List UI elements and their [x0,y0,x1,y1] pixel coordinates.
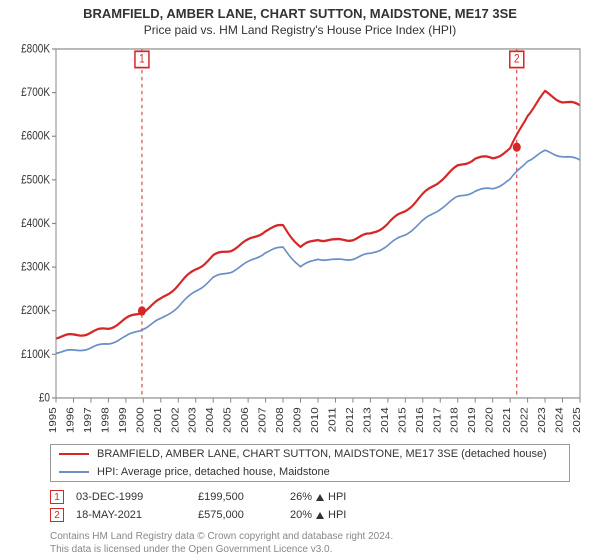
svg-text:2014: 2014 [380,408,391,434]
svg-text:2020: 2020 [484,408,495,434]
svg-text:2013: 2013 [362,408,373,434]
svg-text:£500K: £500K [21,174,51,187]
legend-label: BRAMFIELD, AMBER LANE, CHART SUTTON, MAI… [97,448,547,460]
chart-legend: BRAMFIELD, AMBER LANE, CHART SUTTON, MAI… [50,444,570,482]
svg-text:1995: 1995 [48,408,59,434]
sales-row: 1 03-DEC-1999 £199,500 26%HPI [50,488,590,506]
footer-attribution: Contains HM Land Registry data © Crown c… [50,530,590,556]
sale-price: £199,500 [198,491,278,503]
arrow-up-icon [316,512,324,519]
sale-date: 03-DEC-1999 [76,491,186,503]
svg-text:2006: 2006 [240,408,251,434]
svg-text:£200K: £200K [21,305,51,318]
legend-label: HPI: Average price, detached house, Maid… [97,466,330,478]
svg-text:2022: 2022 [519,408,530,434]
svg-text:£400K: £400K [21,218,51,231]
legend-swatch [59,471,89,473]
page-title: BRAMFIELD, AMBER LANE, CHART SUTTON, MAI… [10,6,590,23]
svg-text:£0: £0 [39,392,50,405]
svg-text:£700K: £700K [21,87,51,100]
svg-text:£800K: £800K [21,43,51,56]
svg-text:1996: 1996 [65,408,76,434]
svg-text:2000: 2000 [135,408,146,434]
svg-text:2009: 2009 [292,408,303,434]
sales-row: 2 18-MAY-2021 £575,000 20%HPI [50,506,590,524]
sale-date: 18-MAY-2021 [76,509,186,521]
svg-text:2011: 2011 [327,408,338,433]
legend-swatch [59,453,89,455]
svg-text:2008: 2008 [275,408,286,434]
svg-text:2003: 2003 [187,408,198,434]
svg-text:2001: 2001 [153,408,164,434]
svg-text:1997: 1997 [83,408,94,434]
svg-text:2016: 2016 [415,408,426,434]
svg-text:2007: 2007 [257,408,268,434]
svg-text:£600K: £600K [21,131,51,144]
svg-text:1998: 1998 [100,408,111,434]
sales-table: 1 03-DEC-1999 £199,500 26%HPI 2 18-MAY-2021 £5… [50,488,590,524]
svg-text:£300K: £300K [21,261,51,274]
svg-text:2023: 2023 [537,408,548,434]
sale-delta: 26%HPI [290,491,380,503]
svg-text:1: 1 [139,53,145,66]
sale-price: £575,000 [198,509,278,521]
page-subtitle: Price paid vs. HM Land Registry's House … [10,23,590,39]
svg-text:2005: 2005 [222,408,233,434]
svg-text:2018: 2018 [449,408,460,434]
svg-text:2021: 2021 [502,408,513,434]
sale-marker-badge: 2 [50,508,64,522]
svg-text:2010: 2010 [310,408,321,434]
svg-text:2: 2 [514,53,520,66]
svg-text:£100K: £100K [21,349,51,362]
footer-line-2: This data is licensed under the Open Gov… [50,543,590,556]
arrow-up-icon [316,494,324,501]
legend-row: HPI: Average price, detached house, Maid… [51,463,569,481]
price-chart: £0 £100K £200K £300K £400K £500K £600K £700K £80… [10,42,590,438]
svg-text:2024: 2024 [554,408,565,434]
svg-text:2015: 2015 [397,408,408,434]
legend-row: BRAMFIELD, AMBER LANE, CHART SUTTON, MAI… [51,445,569,463]
svg-text:2017: 2017 [432,408,443,434]
svg-text:2002: 2002 [170,408,181,434]
svg-text:2012: 2012 [345,408,356,434]
svg-text:2025: 2025 [572,408,583,434]
svg-text:2004: 2004 [205,408,216,434]
sale-delta: 20%HPI [290,509,380,521]
footer-line-1: Contains HM Land Registry data © Crown c… [50,530,590,543]
sale-marker-badge: 1 [50,490,64,504]
svg-text:1999: 1999 [118,408,129,434]
svg-text:2019: 2019 [467,408,478,434]
